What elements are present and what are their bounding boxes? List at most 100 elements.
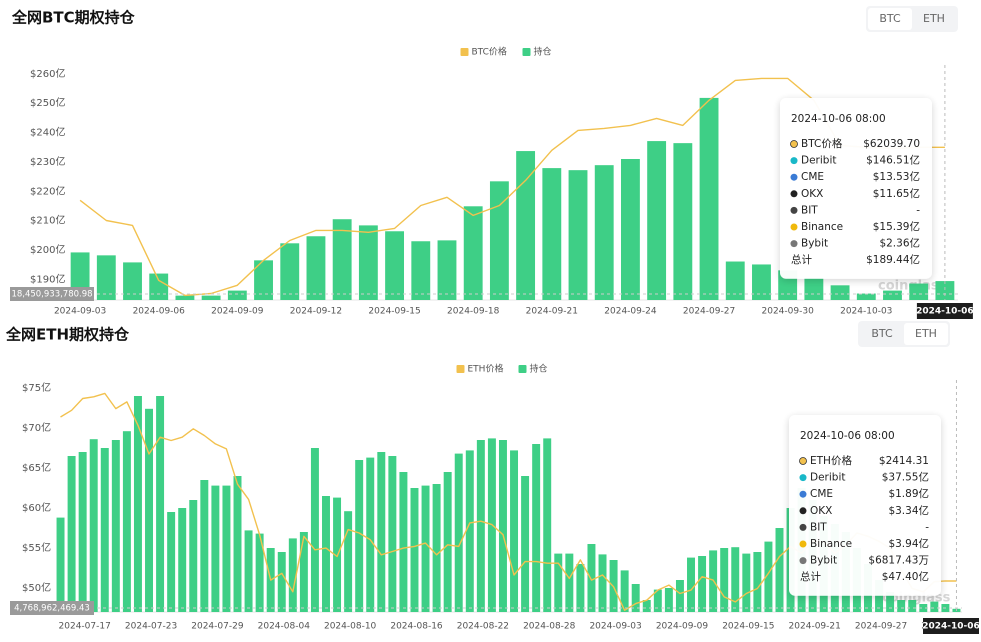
- bar: [908, 600, 917, 612]
- bar: [227, 290, 247, 300]
- bar: [631, 584, 640, 612]
- bar: [111, 440, 120, 612]
- bar: [322, 496, 330, 612]
- x-tick-label: 2024-08-16: [390, 622, 443, 632]
- bar: [731, 547, 740, 612]
- tooltip-value: $11.65亿: [873, 187, 920, 200]
- bar: [366, 457, 375, 612]
- tooltip-label: Bybit: [810, 555, 837, 567]
- tooltip-value: $189.44亿: [866, 253, 920, 266]
- tooltip-label: CME: [801, 171, 824, 183]
- tooltip-label: CME: [810, 488, 833, 500]
- tooltip-icon: [790, 206, 798, 214]
- bar: [930, 601, 939, 612]
- bar: [510, 450, 519, 612]
- bar: [725, 261, 745, 300]
- bar: [437, 240, 457, 300]
- bar: [698, 556, 707, 612]
- tooltip-value: $15.39亿: [873, 220, 920, 233]
- panel-title: 全网BTC期权持仓: [11, 9, 136, 27]
- bar: [355, 460, 364, 612]
- bar: [598, 554, 607, 612]
- tooltip-icon: [799, 474, 807, 482]
- bar: [122, 431, 131, 612]
- bar: [565, 553, 574, 612]
- tooltip-value: $146.51亿: [866, 154, 920, 167]
- y-tick-label: $240亿: [30, 126, 65, 139]
- bar: [886, 592, 895, 612]
- bar: [244, 530, 253, 612]
- bar: [720, 548, 729, 612]
- tooltip-icon: [790, 240, 798, 248]
- bar: [532, 444, 541, 612]
- bar: [653, 589, 662, 612]
- bar: [299, 532, 308, 612]
- x-tick-label: 2024-09-15: [722, 622, 774, 632]
- x-tick-label: 2024-10-06: [922, 622, 980, 632]
- tab[interactable]: ETH: [923, 12, 945, 25]
- tab[interactable]: BTC: [879, 12, 901, 25]
- bar: [306, 236, 326, 300]
- x-tick-label: 2024-08-04: [258, 622, 311, 632]
- tooltip-value: $37.55亿: [882, 471, 929, 484]
- bar: [568, 170, 588, 300]
- bar: [883, 290, 902, 300]
- tooltip-label: Binance: [810, 538, 852, 550]
- tooltip-value: -: [925, 521, 929, 533]
- tooltip-value: $47.40亿: [882, 570, 929, 583]
- y-tick-label: $230亿: [30, 155, 65, 168]
- y-tick-label: $55亿: [22, 541, 51, 554]
- tooltip-label: BIT: [801, 204, 818, 216]
- panel-title: 全网ETH期权持仓: [5, 326, 130, 344]
- x-tick-label: 2024-07-17: [59, 622, 111, 632]
- bar: [454, 453, 463, 612]
- bar: [410, 488, 419, 612]
- bar: [642, 600, 651, 612]
- bar: [100, 448, 109, 612]
- tab[interactable]: BTC: [871, 327, 893, 340]
- tooltip-label: Deribit: [801, 155, 836, 167]
- legend-swatch: [460, 48, 469, 56]
- y-tick-label: $190亿: [30, 272, 65, 285]
- tooltip-title: 2024-10-06 08:00: [791, 113, 886, 125]
- y-tick-label: $210亿: [30, 214, 65, 227]
- bar: [753, 552, 762, 612]
- tooltip: [780, 98, 932, 279]
- y-tick-label: $75亿: [22, 381, 51, 394]
- x-tick-label: 2024-09-27: [683, 307, 735, 317]
- x-tick-label: 2024-07-29: [191, 622, 244, 632]
- y-tick-label: $65亿: [22, 461, 51, 474]
- bar: [897, 600, 906, 612]
- bar: [255, 533, 264, 612]
- bar: [476, 440, 485, 612]
- tooltip-label: OKX: [801, 188, 823, 200]
- y-tick-label: $260亿: [30, 67, 65, 80]
- bar: [647, 141, 667, 300]
- tab-active-bg: [904, 323, 948, 345]
- tooltip-value: $13.53亿: [873, 170, 920, 183]
- bar: [175, 295, 195, 300]
- legend-swatch: [456, 365, 465, 373]
- tooltip-value: $2414.31: [879, 455, 929, 467]
- tooltip-label: Deribit: [810, 472, 845, 484]
- x-tick-label: 2024-09-27: [855, 622, 907, 632]
- bar: [620, 570, 629, 612]
- bar: [96, 255, 116, 300]
- tooltip-icon: [799, 490, 807, 498]
- tooltip-icon: [790, 190, 798, 198]
- bar: [775, 528, 784, 612]
- bar: [935, 281, 955, 300]
- tooltip-label: 总计: [800, 570, 821, 583]
- bar: [909, 283, 929, 300]
- x-tick-label: 2024-10-06: [916, 307, 974, 317]
- bar: [432, 484, 441, 612]
- tooltip-value: $6817.43万: [868, 555, 929, 567]
- tooltip-value: -: [916, 204, 920, 216]
- bar: [856, 293, 876, 300]
- bar: [742, 553, 751, 612]
- x-tick-label: 2024-09-03: [54, 307, 106, 317]
- bar: [919, 604, 928, 612]
- tab[interactable]: ETH: [915, 327, 937, 340]
- bar: [280, 243, 300, 300]
